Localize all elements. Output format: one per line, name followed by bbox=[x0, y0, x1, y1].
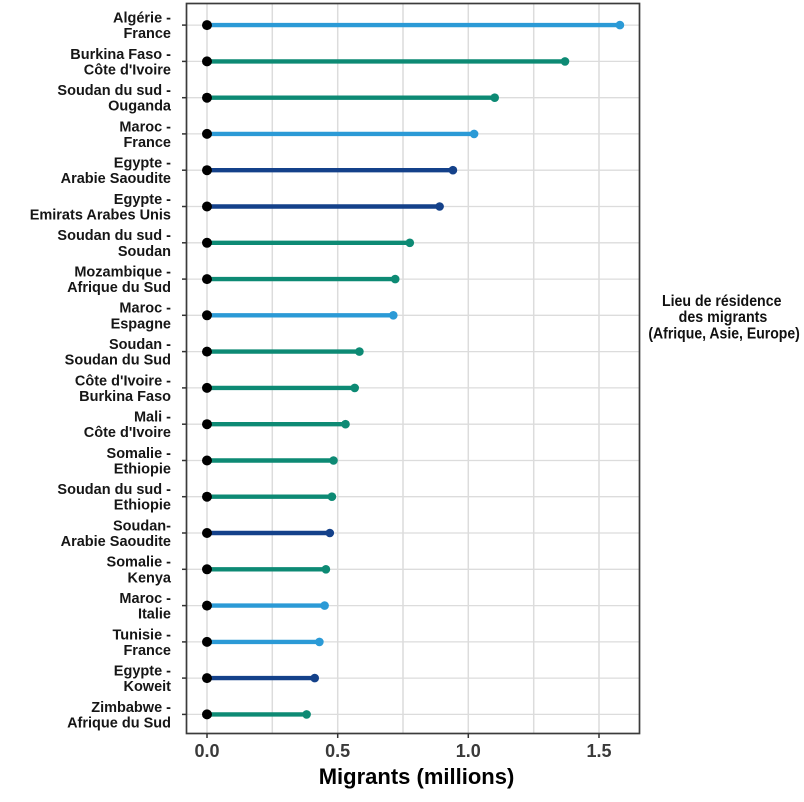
svg-text:Côte d'Ivoire: Côte d'Ivoire bbox=[84, 62, 171, 78]
svg-text:1.5: 1.5 bbox=[586, 741, 611, 761]
svg-text:Zimbabwe -: Zimbabwe - bbox=[91, 700, 171, 716]
svg-text:Soudan: Soudan bbox=[118, 244, 171, 260]
svg-text:Algérie -: Algérie - bbox=[113, 11, 171, 27]
svg-text:Soudan du sud -: Soudan du sud - bbox=[57, 482, 171, 498]
svg-text:Soudan -: Soudan - bbox=[109, 337, 171, 353]
svg-text:Burkina Faso: Burkina Faso bbox=[79, 389, 171, 405]
svg-text:France: France bbox=[123, 26, 171, 42]
svg-text:Maroc -: Maroc - bbox=[119, 301, 171, 317]
svg-text:Somalie -: Somalie - bbox=[107, 555, 172, 571]
svg-text:Emirats Arabes Unis: Emirats Arabes Unis bbox=[30, 208, 171, 224]
svg-text:Tunisie -: Tunisie - bbox=[112, 627, 171, 643]
svg-text:France: France bbox=[123, 135, 171, 151]
svg-text:Soudan du Sud: Soudan du Sud bbox=[65, 353, 171, 369]
svg-text:Burkina Faso -: Burkina Faso - bbox=[70, 47, 171, 63]
svg-text:Egypte -: Egypte - bbox=[114, 192, 171, 208]
svg-text:Migrants (millions): Migrants (millions) bbox=[319, 764, 515, 789]
svg-text:Côte d'Ivoire: Côte d'Ivoire bbox=[84, 425, 171, 441]
svg-text:Côte d'Ivoire -: Côte d'Ivoire - bbox=[75, 373, 171, 389]
svg-text:des migrants: des migrants bbox=[679, 309, 768, 326]
svg-text:Ethiopie: Ethiopie bbox=[114, 498, 171, 514]
svg-text:Soudan du sud -: Soudan du sud - bbox=[57, 83, 171, 99]
svg-text:Soudan du sud -: Soudan du sud - bbox=[57, 228, 171, 244]
svg-text:Arabie Saoudite: Arabie Saoudite bbox=[61, 171, 171, 187]
svg-text:1.0: 1.0 bbox=[456, 741, 481, 761]
svg-text:Soudan-: Soudan- bbox=[113, 518, 171, 534]
svg-text:Maroc -: Maroc - bbox=[119, 591, 171, 607]
svg-text:Maroc -: Maroc - bbox=[119, 119, 171, 135]
svg-text:Egypte -: Egypte - bbox=[114, 664, 171, 680]
svg-text:Italie: Italie bbox=[138, 607, 171, 623]
svg-text:Egypte -: Egypte - bbox=[114, 156, 171, 172]
svg-text:Somalie -: Somalie - bbox=[107, 446, 172, 462]
svg-text:Ethiopie: Ethiopie bbox=[114, 462, 171, 478]
svg-text:Kenya: Kenya bbox=[127, 570, 171, 586]
svg-text:Arabie Saoudite: Arabie Saoudite bbox=[61, 534, 171, 550]
svg-text:Mozambique -: Mozambique - bbox=[74, 265, 171, 281]
svg-text:France: France bbox=[123, 643, 171, 659]
svg-text:0.0: 0.0 bbox=[194, 741, 219, 761]
svg-text:Mali -: Mali - bbox=[134, 410, 171, 426]
svg-text:Afrique du Sud: Afrique du Sud bbox=[67, 280, 171, 296]
svg-text:Lieu de résidence: Lieu de résidence bbox=[662, 293, 782, 310]
svg-text:(Afrique, Asie, Europe): (Afrique, Asie, Europe) bbox=[648, 325, 800, 342]
svg-text:Koweit: Koweit bbox=[123, 679, 171, 695]
svg-text:Afrique du Sud: Afrique du Sud bbox=[67, 715, 171, 731]
svg-text:0.5: 0.5 bbox=[325, 741, 350, 761]
svg-text:Ouganda: Ouganda bbox=[108, 99, 172, 115]
svg-text:Espagne: Espagne bbox=[111, 316, 171, 332]
